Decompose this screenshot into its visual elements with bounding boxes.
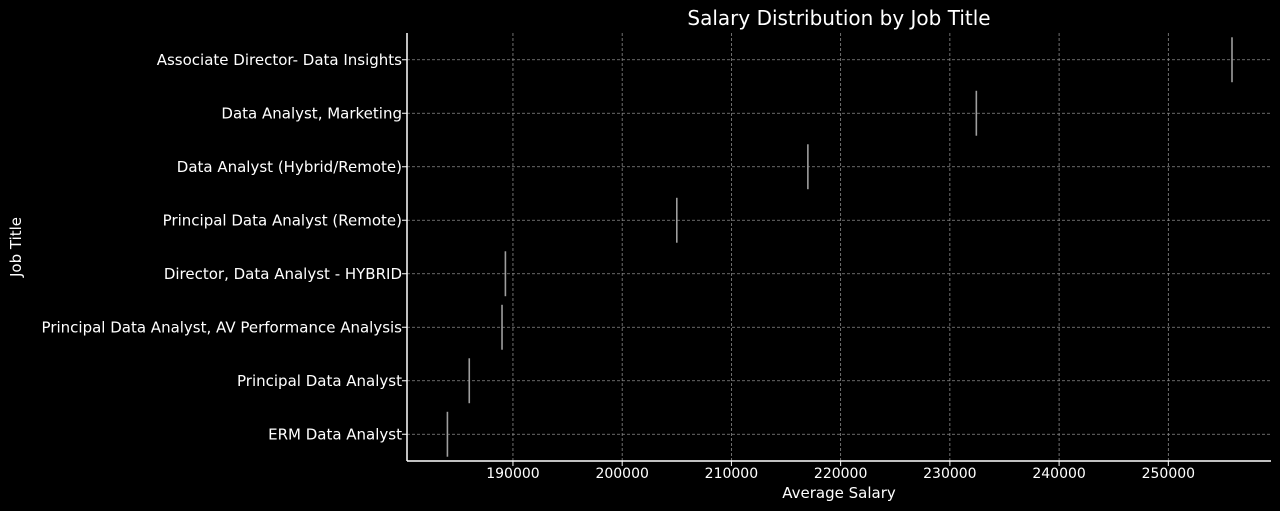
x-axis-label: Average Salary xyxy=(782,484,896,502)
x-tick-label: 220000 xyxy=(814,466,867,482)
box-marks xyxy=(446,37,1233,457)
y-tick-label: ERM Data Analyst xyxy=(268,425,402,443)
x-tick-label: 250000 xyxy=(1142,466,1195,482)
x-axis-ticks: 190000 200000 210000 220000 230000 240000 2500… xyxy=(486,461,1195,482)
x-tick-label: 200000 xyxy=(595,466,648,482)
y-tick-label: Principal Data Analyst (Remote) xyxy=(163,211,402,229)
x-tick-label: 190000 xyxy=(486,466,539,482)
y-tick-label: Data Analyst (Hybrid/Remote) xyxy=(177,158,402,176)
y-axis-ticks: Associate Director- Data Insights Data An… xyxy=(42,51,407,443)
y-axis-label: Job Title xyxy=(7,217,25,278)
y-tick-label: Associate Director- Data Insights xyxy=(157,51,402,69)
y-tick-label: Data Analyst, Marketing xyxy=(221,104,402,122)
x-tick-label: 210000 xyxy=(705,466,758,482)
y-tick-label: Principal Data Analyst, AV Performance A… xyxy=(42,318,403,336)
x-tick-label: 240000 xyxy=(1032,466,1085,482)
y-tick-label: Director, Data Analyst - HYBRID xyxy=(164,265,402,283)
grid xyxy=(407,33,1271,461)
chart-title: Salary Distribution by Job Title xyxy=(687,6,990,30)
x-tick-label: 230000 xyxy=(923,466,976,482)
y-tick-label: Principal Data Analyst xyxy=(237,372,402,390)
